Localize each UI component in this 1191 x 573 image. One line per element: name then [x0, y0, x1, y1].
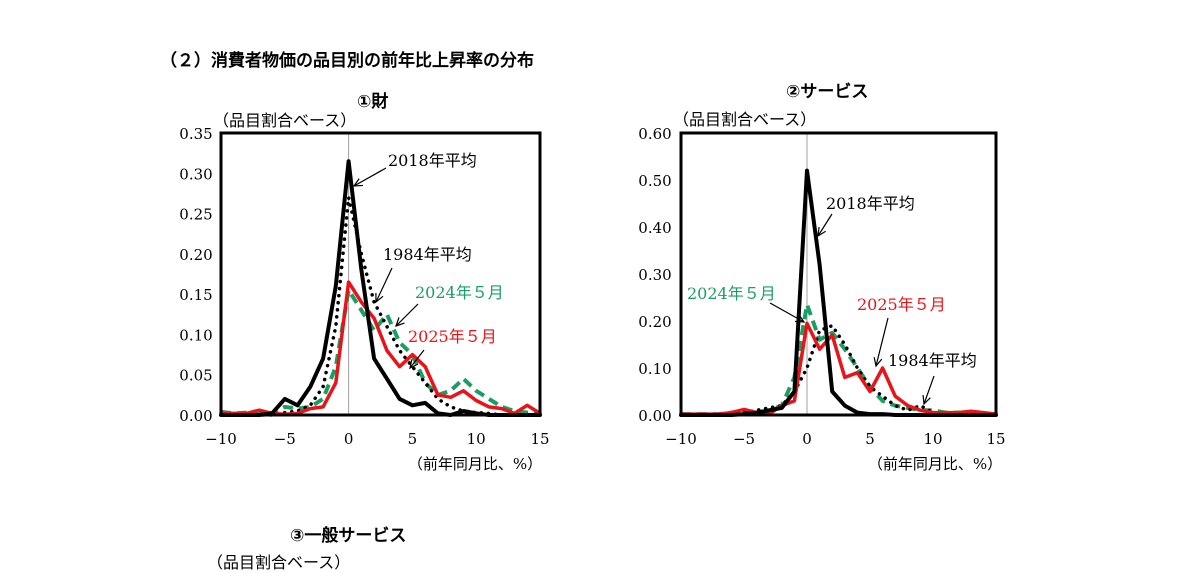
x-tick-label: 0: [802, 430, 812, 448]
x-tick-label: 5: [408, 430, 418, 448]
x-tick-label: 10: [923, 430, 942, 448]
annotation-arrowhead: [922, 394, 931, 406]
y-tick-label: 0.40: [638, 219, 671, 237]
x-tick-label: 0: [344, 430, 354, 448]
y-tick-label: 0.10: [179, 326, 212, 344]
y-tick-label: 0.20: [179, 246, 212, 264]
annotation-label: 2024年５月: [687, 284, 776, 303]
y-tick-label: 0.35: [179, 125, 212, 143]
annotation-arrowhead: [817, 226, 826, 238]
annotation-arrow: [395, 303, 419, 327]
annotation-arrow: [769, 302, 805, 323]
chart-services-ylabel: （品目割合ベース）: [673, 110, 817, 129]
annotation-label: 2025年５月: [857, 295, 946, 314]
y-tick-label: 0.15: [179, 286, 212, 304]
y-tick-label: 0.30: [179, 165, 212, 183]
y-tick-label: 0.60: [638, 125, 671, 143]
plot-frame: [219, 131, 542, 417]
x-tick-label: −10: [205, 430, 237, 448]
x-tick-label: −5: [274, 430, 296, 448]
annotation-arrowhead: [375, 292, 384, 304]
series-line-y2024: [220, 288, 541, 416]
annotation-arrow: [875, 317, 889, 367]
series-line-y1984: [679, 323, 998, 417]
x-tick-label: 15: [986, 430, 1005, 448]
annotation-arrowhead: [794, 314, 806, 323]
x-axis-label: （前年同月比、%）: [868, 455, 1002, 473]
chart-goods-ylabel: （品目割合ベース）: [213, 111, 357, 130]
x-tick-label: −10: [665, 430, 697, 448]
chart-services: 0.00 0.10 0.20 0.30 0.40 0.50 0.60 −10 −5 0 5 10 15 （…: [638, 125, 1005, 473]
annotation-label: 1984年平均: [888, 351, 977, 370]
x-tick-label: 10: [467, 430, 486, 448]
annotation-arrow: [409, 349, 425, 369]
section-title: （２）消費者物価の品目別の前年比上昇率の分布: [160, 51, 534, 71]
y-tick-label: 0.10: [638, 360, 671, 378]
y-tick-label: 0.00: [179, 407, 212, 425]
annotation-arrowhead: [873, 357, 883, 368]
annotation-arrowhead: [395, 317, 405, 327]
y-tick-label: 0.30: [638, 266, 671, 284]
series-line-y1984: [219, 195, 542, 417]
series-line-y2025: [679, 321, 998, 416]
x-tick-label: 5: [865, 430, 875, 448]
annotation-arrowhead: [409, 359, 419, 370]
annotation-label: 2018年平均: [826, 194, 915, 213]
y-tick-label: 0.25: [179, 206, 212, 224]
annotation-arrow: [923, 375, 935, 405]
x-axis-label: （前年同月比、%）: [408, 455, 542, 473]
x-tick-label: −5: [733, 430, 755, 448]
chart-goods: 0.00 0.05 0.10 0.15 0.20 0.25 0.30 0.35 −10 −5 0 5 1…: [179, 125, 549, 473]
plot-frame: [679, 131, 998, 417]
annotation-label: 2024年５月: [415, 283, 504, 302]
y-tick-label: 0.05: [179, 367, 212, 385]
annotation-label: 1984年平均: [383, 245, 472, 264]
annotation-label: 2025年５月: [408, 327, 497, 346]
chart-title-goods: ①財: [357, 92, 389, 112]
y-tick-label: 0.20: [638, 313, 671, 331]
annotation-arrow: [375, 267, 393, 303]
annotation-label: 2018年平均: [388, 151, 477, 170]
y-tick-label: 0.50: [638, 172, 671, 190]
chart-title-general-services: ③一般サービス: [290, 526, 407, 546]
annotation-arrow: [817, 213, 833, 237]
y-tick-label: 0.00: [638, 407, 671, 425]
x-tick-label: 15: [530, 430, 549, 448]
chart-title-services: ②サービス: [786, 82, 869, 102]
annotation-arrowhead: [352, 178, 364, 187]
annotation-arrow: [353, 167, 387, 187]
